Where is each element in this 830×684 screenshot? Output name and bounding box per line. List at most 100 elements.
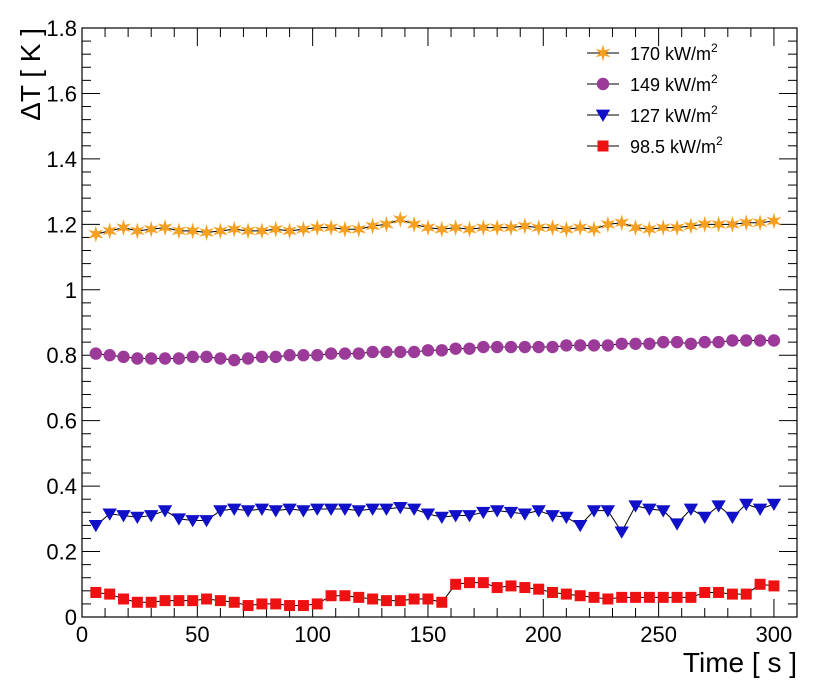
series-0 bbox=[88, 210, 782, 243]
data-point bbox=[255, 350, 269, 364]
data-point bbox=[117, 350, 130, 364]
data-point bbox=[642, 220, 657, 238]
data-point bbox=[187, 595, 199, 607]
data-point bbox=[436, 596, 448, 608]
data-point bbox=[505, 580, 517, 592]
data-point bbox=[475, 219, 491, 237]
data-point bbox=[283, 349, 296, 362]
legend-label-main: 170 kW/m bbox=[630, 44, 711, 64]
legend-entry: 127 kW/m2 bbox=[587, 103, 718, 126]
data-point bbox=[226, 220, 242, 238]
data-point bbox=[352, 347, 365, 360]
data-point bbox=[490, 340, 504, 354]
data-point bbox=[726, 588, 738, 600]
data-point bbox=[256, 598, 268, 610]
data-point bbox=[185, 515, 200, 528]
series-line bbox=[95, 218, 774, 235]
data-point bbox=[406, 215, 422, 233]
data-point bbox=[309, 219, 325, 237]
data-point bbox=[284, 600, 296, 612]
data-point bbox=[503, 506, 519, 520]
data-point bbox=[408, 593, 420, 605]
series-1 bbox=[89, 334, 781, 367]
data-point bbox=[297, 600, 309, 612]
data-point bbox=[367, 593, 379, 605]
data-point bbox=[199, 515, 214, 528]
data-point bbox=[586, 220, 602, 238]
data-point bbox=[172, 352, 186, 365]
data-point bbox=[296, 505, 311, 518]
data-point bbox=[533, 583, 545, 595]
data-point bbox=[572, 519, 588, 533]
data-point bbox=[324, 347, 338, 360]
y-tick-label: 0.8 bbox=[46, 343, 77, 368]
data-point bbox=[725, 511, 740, 525]
data-point bbox=[713, 586, 725, 598]
data-point bbox=[656, 505, 671, 518]
legend-label-main: 127 kW/m bbox=[630, 106, 711, 126]
data-point bbox=[517, 217, 533, 235]
x-tick-label: 300 bbox=[756, 622, 793, 647]
data-point bbox=[282, 503, 297, 516]
legend-entry: 170 kW/m2 bbox=[587, 41, 718, 64]
data-point bbox=[420, 219, 436, 237]
data-point bbox=[116, 510, 131, 523]
data-point bbox=[629, 337, 642, 350]
data-point bbox=[143, 510, 159, 523]
data-point bbox=[268, 220, 284, 238]
data-point bbox=[711, 500, 726, 513]
legend-label: 170 kW/m2 bbox=[630, 41, 718, 64]
data-point bbox=[157, 505, 173, 518]
data-point bbox=[380, 345, 393, 359]
data-point bbox=[159, 595, 171, 607]
data-point bbox=[630, 591, 642, 603]
data-point bbox=[587, 339, 601, 352]
data-point bbox=[131, 596, 143, 608]
data-point bbox=[657, 591, 669, 603]
data-point bbox=[489, 219, 505, 237]
data-point bbox=[130, 511, 145, 525]
plot-area-border bbox=[81, 27, 798, 618]
data-point bbox=[545, 510, 560, 523]
data-point bbox=[103, 349, 116, 362]
data-point bbox=[185, 222, 201, 240]
data-point bbox=[228, 353, 241, 367]
data-point bbox=[366, 345, 379, 359]
data-point bbox=[531, 505, 546, 518]
data-point bbox=[145, 596, 157, 608]
legend-marker bbox=[596, 77, 610, 91]
data-point bbox=[532, 340, 545, 354]
data-point bbox=[669, 219, 685, 237]
data-point bbox=[338, 347, 352, 360]
data-point bbox=[685, 591, 697, 603]
data-point bbox=[588, 591, 600, 603]
data-point bbox=[753, 334, 767, 347]
data-point bbox=[754, 578, 766, 590]
x-tick-label: 250 bbox=[640, 622, 677, 647]
legend-label-superscript: 2 bbox=[711, 103, 718, 117]
x-tick-label: 50 bbox=[185, 622, 209, 647]
data-point bbox=[199, 224, 214, 242]
data-point bbox=[420, 508, 436, 521]
data-point bbox=[600, 215, 616, 233]
series-3 bbox=[90, 577, 780, 612]
data-point bbox=[421, 344, 435, 357]
data-point bbox=[104, 588, 116, 600]
data-point bbox=[711, 215, 726, 233]
data-point bbox=[90, 586, 102, 598]
data-point bbox=[614, 214, 630, 232]
series-2 bbox=[88, 498, 782, 539]
data-point bbox=[311, 598, 323, 610]
data-point bbox=[213, 505, 228, 518]
y-tick-label: 1 bbox=[65, 278, 77, 303]
data-point bbox=[240, 505, 256, 518]
data-point bbox=[268, 505, 283, 518]
data-point bbox=[547, 586, 559, 598]
data-point bbox=[310, 503, 325, 516]
legend-marker bbox=[597, 140, 609, 152]
data-point bbox=[394, 345, 407, 359]
data-point bbox=[628, 500, 643, 513]
y-tick-label: 1.2 bbox=[46, 212, 77, 237]
data-point bbox=[614, 526, 629, 539]
